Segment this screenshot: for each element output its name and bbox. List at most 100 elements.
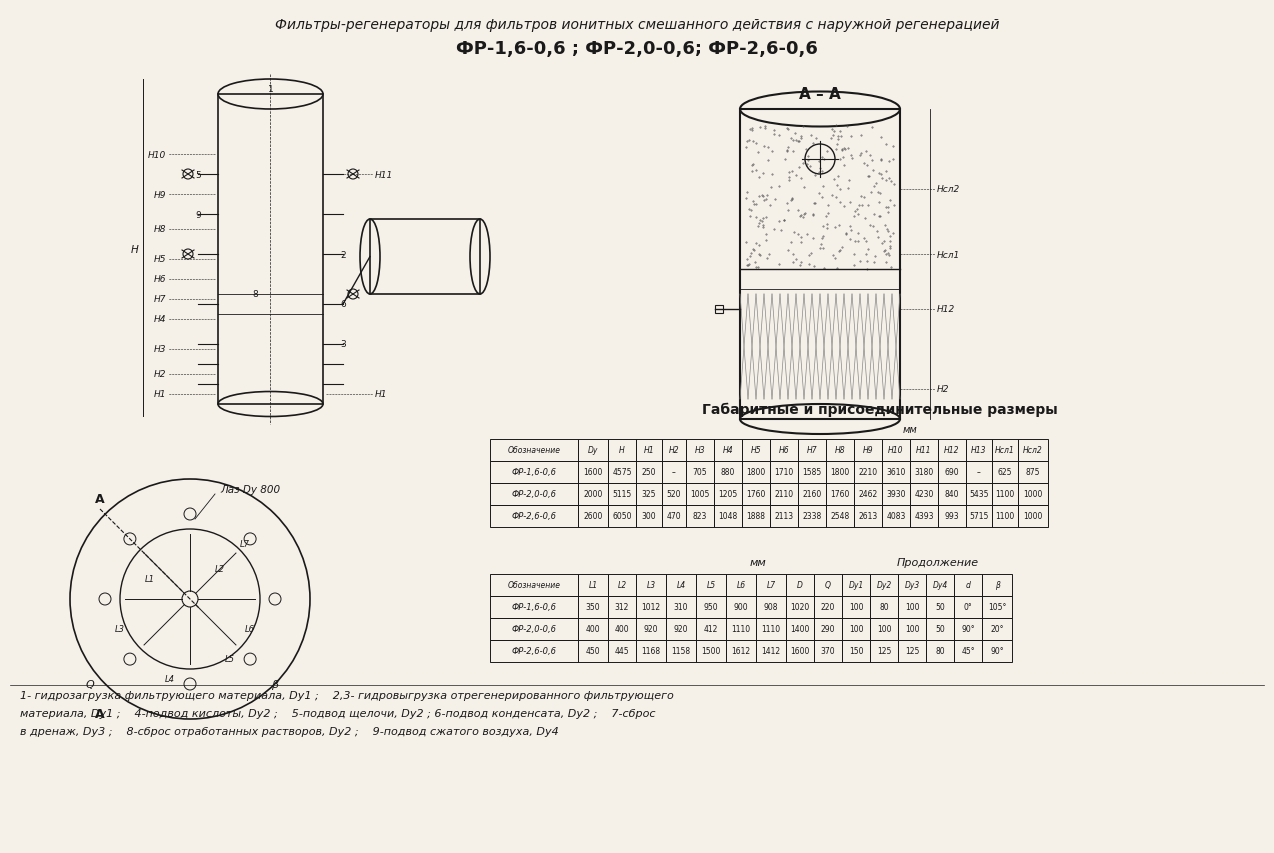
Text: 1000: 1000 — [1023, 490, 1042, 499]
Bar — [954, 596, 982, 618]
Bar — [842, 618, 870, 641]
Text: H3: H3 — [153, 345, 166, 354]
Text: 1020: 1020 — [790, 603, 809, 612]
Bar — [1018, 484, 1049, 506]
Text: 1000: 1000 — [1023, 512, 1042, 521]
Bar — [786, 641, 814, 662]
Bar — [926, 641, 954, 662]
Text: А – А: А – А — [799, 87, 841, 102]
Bar — [910, 484, 938, 506]
Bar — [578, 461, 608, 484]
Bar — [741, 506, 769, 527]
Bar — [490, 461, 578, 484]
Bar — [578, 574, 608, 596]
Bar — [898, 618, 926, 641]
Bar — [578, 618, 608, 641]
Text: 220: 220 — [820, 603, 836, 612]
Bar — [786, 596, 814, 618]
Text: H7: H7 — [153, 295, 166, 305]
Text: Габаритные и присоединительные размеры: Габаритные и присоединительные размеры — [702, 403, 1057, 416]
Bar — [966, 439, 992, 461]
Text: L1: L1 — [589, 581, 598, 589]
Text: H1: H1 — [643, 446, 655, 455]
Bar — [741, 484, 769, 506]
Text: H1: H1 — [153, 390, 166, 399]
Text: 450: 450 — [586, 647, 600, 656]
Text: 2613: 2613 — [859, 512, 878, 521]
Bar — [713, 506, 741, 527]
Bar — [685, 484, 713, 506]
Bar — [814, 574, 842, 596]
Bar — [842, 574, 870, 596]
Text: 823: 823 — [693, 512, 707, 521]
Text: 908: 908 — [763, 603, 778, 612]
Text: D: D — [798, 581, 803, 589]
Bar — [608, 574, 636, 596]
Bar — [740, 110, 899, 420]
Text: 350: 350 — [586, 603, 600, 612]
Text: 3180: 3180 — [915, 468, 934, 477]
Bar — [696, 641, 726, 662]
Bar — [826, 461, 854, 484]
Bar — [490, 506, 578, 527]
Text: 1612: 1612 — [731, 647, 750, 656]
Text: 2160: 2160 — [803, 490, 822, 499]
Bar — [898, 641, 926, 662]
Text: 0°: 0° — [963, 603, 972, 612]
Text: Dy4: Dy4 — [933, 581, 948, 589]
Text: 300: 300 — [642, 512, 656, 521]
Text: H12: H12 — [944, 446, 959, 455]
Text: H11: H11 — [916, 446, 931, 455]
Bar — [608, 484, 636, 506]
Text: 993: 993 — [945, 512, 959, 521]
Bar — [992, 484, 1018, 506]
Bar — [938, 461, 966, 484]
Text: 1800: 1800 — [747, 468, 766, 477]
Bar — [814, 618, 842, 641]
Text: 5: 5 — [195, 171, 201, 179]
Bar — [490, 596, 578, 618]
Text: H12: H12 — [936, 305, 956, 314]
Text: 1600: 1600 — [583, 468, 603, 477]
Text: 2: 2 — [340, 250, 345, 259]
Bar — [786, 618, 814, 641]
Text: 90°: 90° — [961, 624, 975, 634]
Bar — [910, 461, 938, 484]
Text: 1760: 1760 — [747, 490, 766, 499]
Bar — [854, 484, 882, 506]
Text: L6: L6 — [736, 581, 745, 589]
Bar — [490, 618, 578, 641]
Bar — [814, 596, 842, 618]
Text: H10: H10 — [888, 446, 903, 455]
Text: Dy3: Dy3 — [905, 581, 920, 589]
Bar — [685, 461, 713, 484]
Bar — [696, 596, 726, 618]
Bar — [578, 641, 608, 662]
Text: L4: L4 — [676, 581, 685, 589]
Text: 3: 3 — [340, 340, 345, 349]
Text: L3: L3 — [646, 581, 656, 589]
Text: 1800: 1800 — [831, 468, 850, 477]
Bar — [882, 461, 910, 484]
Bar — [982, 574, 1012, 596]
Text: H3: H3 — [694, 446, 706, 455]
Text: 4230: 4230 — [915, 490, 934, 499]
Bar — [741, 439, 769, 461]
Text: d: d — [966, 581, 971, 589]
Bar — [662, 506, 685, 527]
Bar — [798, 506, 826, 527]
Bar — [954, 574, 982, 596]
Text: 2548: 2548 — [831, 512, 850, 521]
Text: 400: 400 — [614, 624, 629, 634]
Text: Hсл1: Hсл1 — [995, 446, 1015, 455]
Text: Dy1: Dy1 — [848, 581, 864, 589]
Text: 880: 880 — [721, 468, 735, 477]
Text: β: β — [271, 679, 279, 689]
Bar — [685, 439, 713, 461]
Text: 2000: 2000 — [583, 490, 603, 499]
Bar — [769, 439, 798, 461]
Bar — [882, 439, 910, 461]
Text: H13: H13 — [971, 446, 987, 455]
Text: Лаз Dy 800: Лаз Dy 800 — [220, 485, 280, 495]
Bar — [1018, 506, 1049, 527]
